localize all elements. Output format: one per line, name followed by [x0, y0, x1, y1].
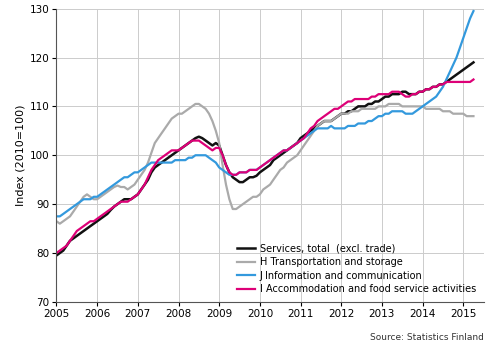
I Accommodation and food service activities	[132, 195, 137, 199]
Legend: Services, total  (excl. trade), H Transportation and storage, J Information and : Services, total (excl. trade), H Transpo…	[234, 241, 479, 297]
I Accommodation and food service activities	[470, 77, 476, 81]
I Accommodation and food service activities	[54, 251, 59, 255]
I Accommodation and food service activities	[467, 80, 473, 84]
J Information and communication	[81, 197, 86, 201]
Services, total  (excl. trade)	[294, 141, 300, 145]
J Information and communication	[132, 170, 137, 175]
Y-axis label: Index (2010=100): Index (2010=100)	[16, 105, 26, 206]
Line: I Accommodation and food service activities: I Accommodation and food service activit…	[56, 79, 473, 253]
Services, total  (excl. trade)	[470, 60, 476, 65]
H Transportation and storage	[84, 192, 90, 196]
Services, total  (excl. trade)	[467, 63, 473, 67]
Services, total  (excl. trade)	[81, 229, 86, 233]
Line: J Information and communication: J Information and communication	[56, 11, 473, 216]
J Information and communication	[176, 158, 182, 162]
I Accommodation and food service activities	[57, 248, 63, 253]
J Information and communication	[467, 16, 473, 20]
J Information and communication	[470, 9, 476, 13]
J Information and communication	[57, 214, 63, 218]
Text: Source: Statistics Finland: Source: Statistics Finland	[370, 333, 484, 342]
H Transportation and storage	[301, 144, 307, 148]
Services, total  (excl. trade)	[57, 251, 63, 255]
I Accommodation and food service activities	[294, 141, 300, 145]
I Accommodation and food service activities	[176, 148, 182, 152]
H Transportation and storage	[179, 112, 185, 116]
J Information and communication	[294, 141, 300, 145]
Services, total  (excl. trade)	[54, 253, 59, 257]
H Transportation and storage	[244, 200, 249, 204]
H Transportation and storage	[54, 219, 59, 223]
Line: H Transportation and storage: H Transportation and storage	[56, 104, 473, 224]
H Transportation and storage	[470, 114, 476, 118]
Services, total  (excl. trade)	[176, 148, 182, 152]
H Transportation and storage	[60, 219, 66, 223]
Services, total  (excl. trade)	[132, 195, 137, 199]
Line: Services, total  (excl. trade): Services, total (excl. trade)	[56, 62, 473, 255]
H Transportation and storage	[57, 221, 63, 226]
H Transportation and storage	[192, 102, 198, 106]
I Accommodation and food service activities	[81, 224, 86, 228]
J Information and communication	[54, 214, 59, 218]
H Transportation and storage	[135, 178, 141, 182]
